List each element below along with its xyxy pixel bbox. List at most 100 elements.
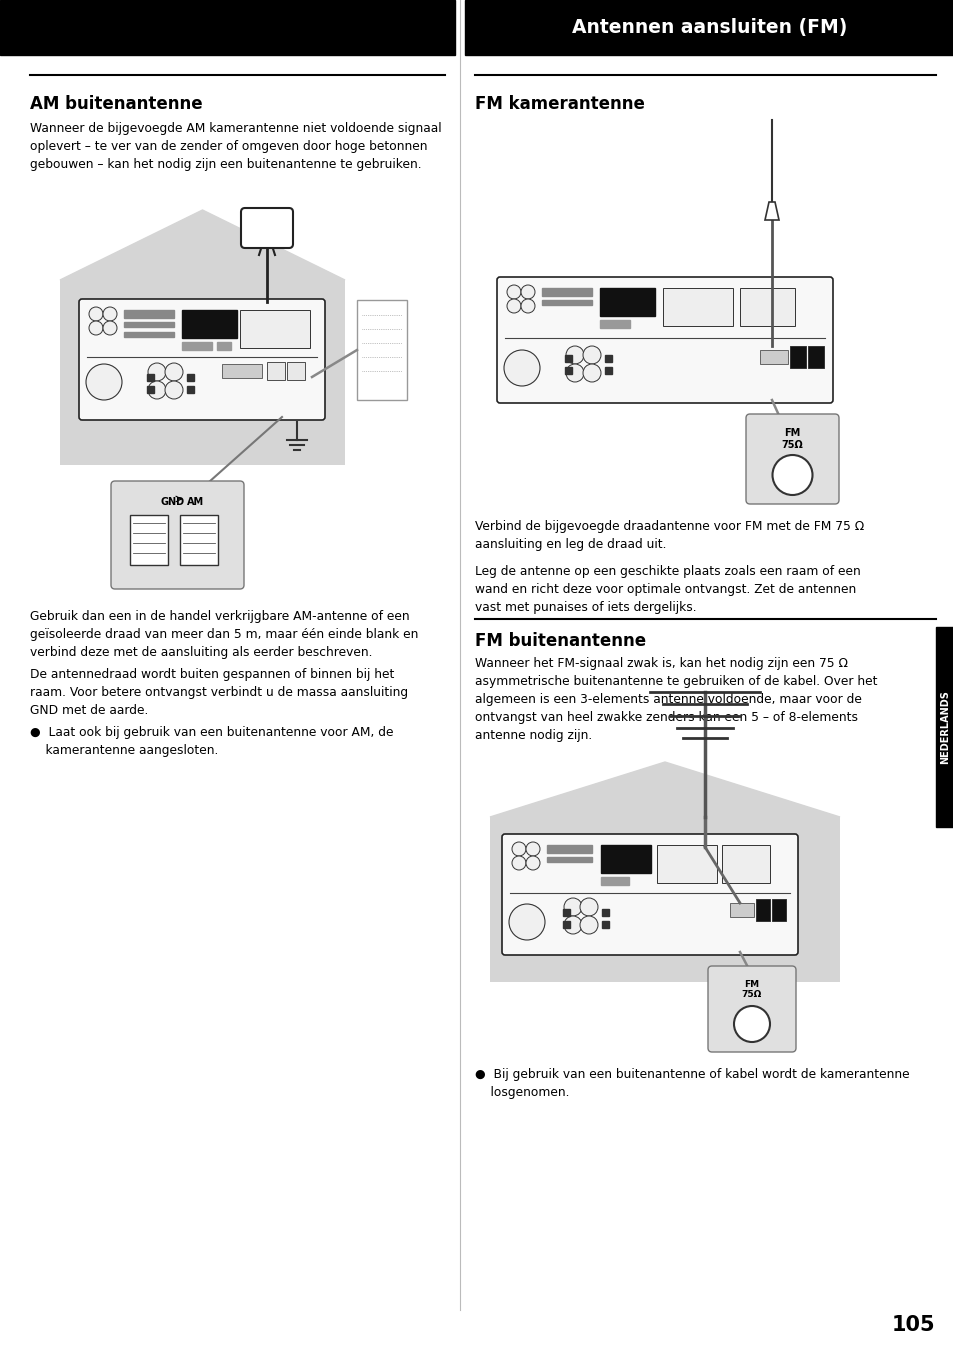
Circle shape [563,898,581,917]
Bar [182,342,212,350]
Bar [130,514,168,566]
Circle shape [103,306,117,321]
Circle shape [525,842,539,856]
Bar [600,878,628,886]
Circle shape [506,285,520,298]
Circle shape [103,321,117,335]
Bar [182,310,236,338]
FancyBboxPatch shape [241,208,293,248]
Circle shape [506,298,520,313]
Bar [604,355,612,362]
Bar [564,367,572,374]
Circle shape [579,898,598,917]
Circle shape [565,346,583,365]
Text: AM buitenantenne: AM buitenantenne [30,95,202,113]
Bar [124,332,173,338]
Bar [807,346,823,369]
Bar [662,288,732,325]
Bar [657,845,717,883]
Bar [760,350,787,365]
Polygon shape [60,211,345,279]
Circle shape [509,904,544,940]
Circle shape [582,364,600,382]
Bar [124,323,173,327]
Circle shape [512,856,525,869]
Circle shape [503,350,539,386]
Bar [287,362,305,379]
Circle shape [86,364,122,400]
Text: ●  Laat ook bij gebruik van een buitenantenne voor AM, de
    kamerantenne aange: ● Laat ook bij gebruik van een buitenant… [30,726,393,757]
Bar [599,320,629,328]
Bar [541,288,592,296]
Text: GND: GND [160,497,184,508]
Circle shape [89,321,103,335]
Bar [729,903,753,917]
Bar [187,386,193,393]
Bar [0,0,455,55]
Bar [546,845,592,853]
Circle shape [89,306,103,321]
Circle shape [165,381,183,400]
FancyBboxPatch shape [79,298,325,420]
FancyBboxPatch shape [497,277,832,404]
Bar [187,374,193,381]
Bar [546,857,592,863]
Polygon shape [764,202,779,220]
Bar [721,845,769,883]
Circle shape [520,285,535,298]
Bar [755,899,769,921]
Bar [216,342,231,350]
Text: AM: AM [187,497,204,508]
Bar [240,310,310,348]
Text: ●  Bij gebruik van een buitenantenne of kabel wordt de kamerantenne
    losgenom: ● Bij gebruik van een buitenantenne of k… [475,1068,908,1099]
Text: Antennen aansluiten (FM): Antennen aansluiten (FM) [571,18,846,36]
Bar [600,845,650,873]
Bar [464,0,953,55]
Polygon shape [490,761,840,817]
Bar [562,921,569,927]
Bar [604,367,612,374]
Text: Verbind de bijgevoegde draadantenne voor FM met de FM 75 Ω
aansluiting en leg de: Verbind de bijgevoegde draadantenne voor… [475,520,863,551]
FancyBboxPatch shape [707,967,795,1052]
Circle shape [512,842,525,856]
Bar [124,310,173,319]
Text: De antennedraad wordt buiten gespannen of binnen bij het
raam. Voor betere ontva: De antennedraad wordt buiten gespannen o… [30,668,408,717]
Bar [356,300,407,400]
Circle shape [148,363,166,381]
FancyBboxPatch shape [111,481,244,589]
Text: NEDERLANDS: NEDERLANDS [939,690,949,764]
Bar [222,364,262,378]
Bar [562,909,569,917]
Bar [180,514,218,566]
Bar [490,817,840,981]
Text: Gebruik dan een in de handel verkrijgbare AM-antenne of een
geïsoleerde draad va: Gebruik dan een in de handel verkrijgbar… [30,610,418,659]
Circle shape [565,364,583,382]
Circle shape [520,298,535,313]
Text: Wanneer de bijgevoegde AM kamerantenne niet voldoende signaal
oplevert – te ver : Wanneer de bijgevoegde AM kamerantenne n… [30,122,441,171]
Bar [60,279,345,464]
Bar [601,921,608,927]
Text: Leg de antenne op een geschikte plaats zoals een raam of een
wand en richt deze : Leg de antenne op een geschikte plaats z… [475,566,860,614]
Text: Wanneer het FM-signaal zwak is, kan het nodig zijn een 75 Ω
asymmetrische buiten: Wanneer het FM-signaal zwak is, kan het … [475,657,877,742]
Text: FM
75Ω: FM 75Ω [741,980,761,999]
Text: FM
75Ω: FM 75Ω [781,428,802,450]
Circle shape [525,856,539,869]
Circle shape [772,455,812,495]
Text: FM kamerantenne: FM kamerantenne [475,95,644,113]
Circle shape [148,381,166,400]
Bar [789,346,805,369]
Bar [740,288,794,325]
Circle shape [579,917,598,934]
Circle shape [563,917,581,934]
Bar [147,386,153,393]
Circle shape [582,346,600,365]
Bar [541,300,592,305]
Bar [599,288,655,316]
FancyBboxPatch shape [501,834,797,954]
Bar [147,374,153,381]
Text: 105: 105 [891,1315,935,1335]
Bar [771,899,785,921]
Bar [601,909,608,917]
Circle shape [165,363,183,381]
Bar [935,626,953,828]
